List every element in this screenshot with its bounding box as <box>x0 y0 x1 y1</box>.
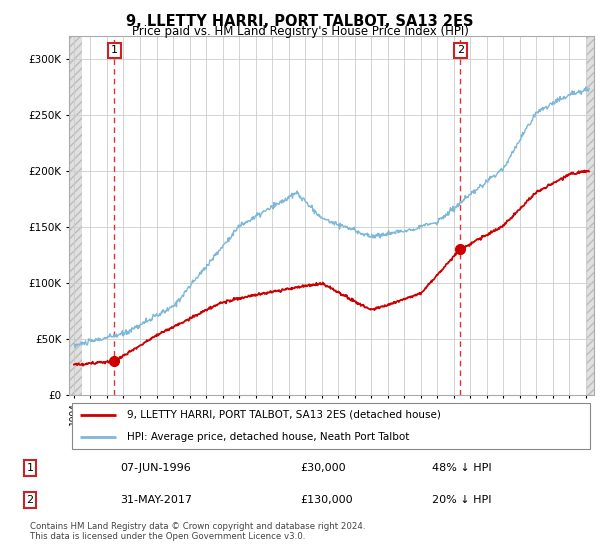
Text: £130,000: £130,000 <box>300 495 353 505</box>
Bar <box>69 36 82 395</box>
Text: £30,000: £30,000 <box>300 463 346 473</box>
Text: 1: 1 <box>111 45 118 55</box>
Text: 07-JUN-1996: 07-JUN-1996 <box>120 463 191 473</box>
Text: 48% ↓ HPI: 48% ↓ HPI <box>432 463 491 473</box>
Text: HPI: Average price, detached house, Neath Port Talbot: HPI: Average price, detached house, Neat… <box>127 432 409 442</box>
Text: 20% ↓ HPI: 20% ↓ HPI <box>432 495 491 505</box>
Text: 2: 2 <box>26 495 34 505</box>
Bar <box>586 36 594 395</box>
Text: 31-MAY-2017: 31-MAY-2017 <box>120 495 192 505</box>
Text: Contains HM Land Registry data © Crown copyright and database right 2024.
This d: Contains HM Land Registry data © Crown c… <box>30 522 365 542</box>
Text: 9, LLETTY HARRI, PORT TALBOT, SA13 2ES (detached house): 9, LLETTY HARRI, PORT TALBOT, SA13 2ES (… <box>127 410 440 420</box>
Text: 9, LLETTY HARRI, PORT TALBOT, SA13 2ES: 9, LLETTY HARRI, PORT TALBOT, SA13 2ES <box>126 14 474 29</box>
Text: 1: 1 <box>26 463 34 473</box>
Text: 2: 2 <box>457 45 464 55</box>
FancyBboxPatch shape <box>71 403 590 449</box>
Text: Price paid vs. HM Land Registry's House Price Index (HPI): Price paid vs. HM Land Registry's House … <box>131 25 469 38</box>
